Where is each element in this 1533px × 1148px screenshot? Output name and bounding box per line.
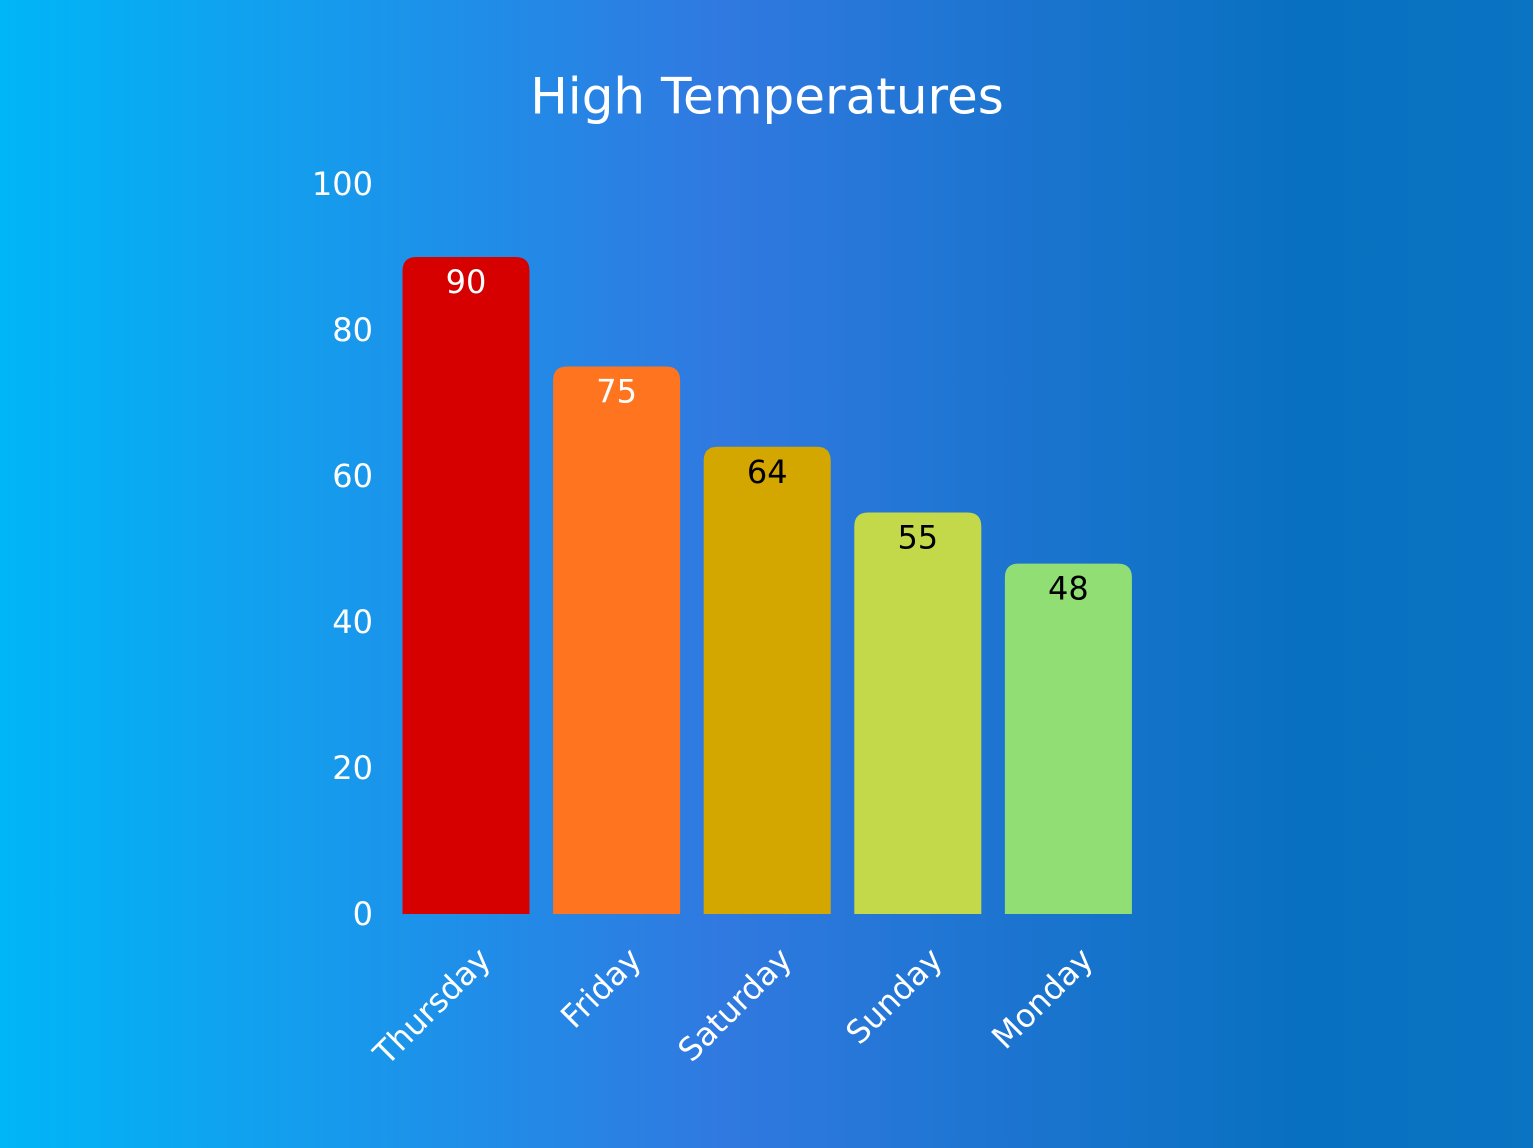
- y-tick-label: 80: [332, 311, 373, 349]
- y-tick-label: 40: [332, 603, 373, 641]
- value-label: 55: [897, 519, 938, 557]
- bar: [1004, 563, 1132, 914]
- y-tick-label: 100: [312, 165, 373, 203]
- y-tick-label: 60: [332, 457, 373, 495]
- value-label: 75: [596, 373, 637, 411]
- value-label: 64: [747, 453, 788, 491]
- bar: [553, 366, 681, 914]
- bar: [402, 257, 530, 914]
- chart-title: High Temperatures: [530, 68, 1004, 126]
- bar: [703, 446, 831, 914]
- y-tick-label: 0: [353, 895, 373, 933]
- y-tick-label: 20: [332, 749, 373, 787]
- value-label: 48: [1048, 570, 1089, 608]
- value-label: 90: [446, 263, 487, 301]
- bar: [854, 512, 982, 914]
